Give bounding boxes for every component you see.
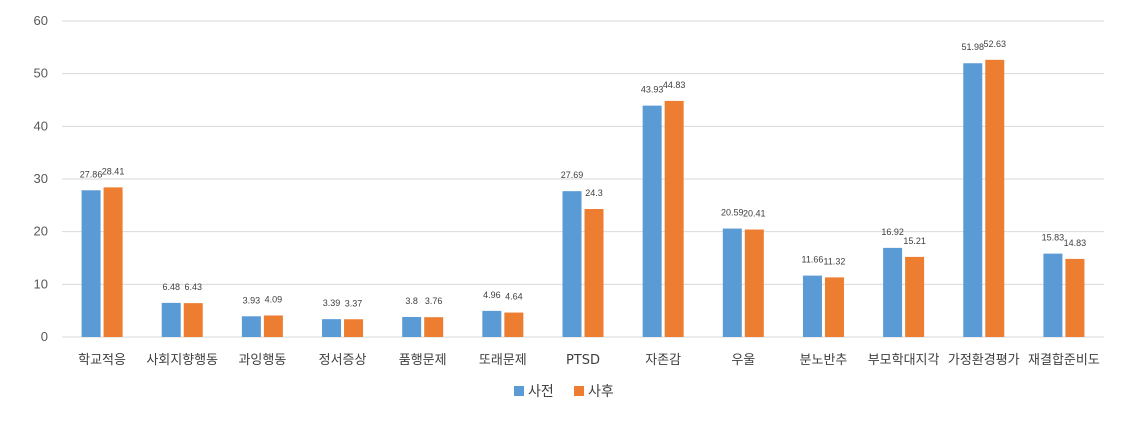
y-tick-label: 40 [34,118,48,133]
data-label-post-3: 3.37 [345,298,363,308]
legend-label-pre: 사전 [528,384,554,400]
x-tick-label: 자존감 [645,353,681,368]
x-tick-label: PTSD [566,353,600,368]
data-label-pre-9: 11.66 [802,255,824,265]
bar-post-8 [744,229,764,337]
data-label-pre-1: 6.48 [162,282,180,292]
data-label-post-0: 28.41 [102,166,125,176]
legend-label-post: 사후 [588,384,614,400]
bar-post-12 [1065,258,1085,337]
data-label-pre-12: 15.83 [1042,233,1065,243]
bar-post-4 [424,317,444,337]
bar-post-3 [344,319,364,337]
data-label-post-6: 24.3 [585,188,603,198]
bar-pre-3 [322,319,342,337]
data-label-post-10: 15.21 [903,236,926,246]
data-label-post-8: 20.41 [743,209,766,219]
bar-post-2 [263,315,283,337]
legend-swatch-pre [514,386,524,396]
data-label-pre-6: 27.69 [561,170,584,180]
legend: 사전 사후 [514,384,614,400]
data-label-pre-7: 43.93 [641,85,664,95]
bar-pre-12 [1043,253,1063,337]
bar-pre-5 [482,310,502,337]
bar-pre-7 [642,105,662,337]
bar-pre-10 [883,247,903,337]
x-tick-label: 품행문제 [399,352,447,368]
bar-pre-9 [802,275,822,337]
data-label-pre-3: 3.39 [323,298,341,308]
bar-pre-6 [562,191,582,337]
x-tick-label: 재결합준비도 [1028,353,1100,368]
x-tick-label: 또래문제 [479,353,527,368]
x-tick-label: 학교적응 [78,353,126,368]
data-labels: 27.86 28.41 6.48 6.43 3.93 4.09 3.39 3.37 3.8 3.7… [80,39,1086,308]
data-label-pre-8: 20.59 [721,208,744,218]
bar-pre-0 [81,190,101,337]
bar-post-5 [504,312,524,337]
data-label-post-4: 3.76 [425,296,443,306]
bars [81,59,1085,338]
bar-post-7 [664,100,684,338]
data-label-post-9: 11.32 [824,256,846,266]
data-label-post-11: 52.63 [984,39,1007,49]
x-tick-label: 분노반추 [800,353,848,368]
data-label-pre-10: 16.92 [881,227,904,237]
x-tick-label: 우울 [731,353,755,368]
data-label-post-12: 14.83 [1064,238,1087,248]
y-tick-label: 20 [34,224,48,239]
gridlines [62,20,1104,338]
data-label-post-5: 4.64 [505,292,523,302]
data-label-post-1: 6.43 [184,282,202,292]
bar-post-0 [103,187,123,337]
data-label-post-7: 44.83 [663,80,686,90]
data-label-pre-0: 27.86 [80,169,103,179]
bar-pre-11 [963,63,983,337]
bar-pre-2 [241,316,261,337]
bar-post-10 [905,256,925,337]
x-tick-label: 정서증상 [319,353,367,368]
bar-post-11 [985,59,1005,337]
y-tick-label: 10 [34,276,48,291]
data-label-post-2: 4.09 [265,294,283,304]
x-tick-label: 과잉행동 [238,352,286,368]
bar-post-1 [183,303,203,337]
y-tick-label: 0 [41,329,48,344]
bar-pre-4 [402,316,422,337]
x-tick-label: 사회지향행동 [146,352,218,368]
data-label-pre-2: 3.93 [243,295,261,305]
bar-post-6 [584,209,604,337]
x-tick-label: 부모학대지각 [868,353,940,368]
x-tick-label: 가정환경평가 [948,353,1020,368]
bar-pre-8 [722,228,742,337]
y-tick-label: 30 [34,171,48,186]
x-axis-ticks: 학교적응 사회지향행동 과잉행동 정서증상 품행문제 또래문제 PTSD 자존감 우울 분노반추 부… [78,352,1100,368]
y-axis-ticks: 0 10 20 30 40 50 60 [34,13,48,344]
data-label-pre-4: 3.8 [405,296,418,306]
y-tick-label: 60 [34,13,48,28]
bar-post-9 [824,277,844,337]
bar-pre-1 [161,302,181,337]
data-label-pre-11: 51.98 [962,42,985,52]
y-tick-label: 50 [34,66,48,81]
legend-swatch-post [574,386,584,396]
data-label-pre-5: 4.96 [483,290,501,300]
